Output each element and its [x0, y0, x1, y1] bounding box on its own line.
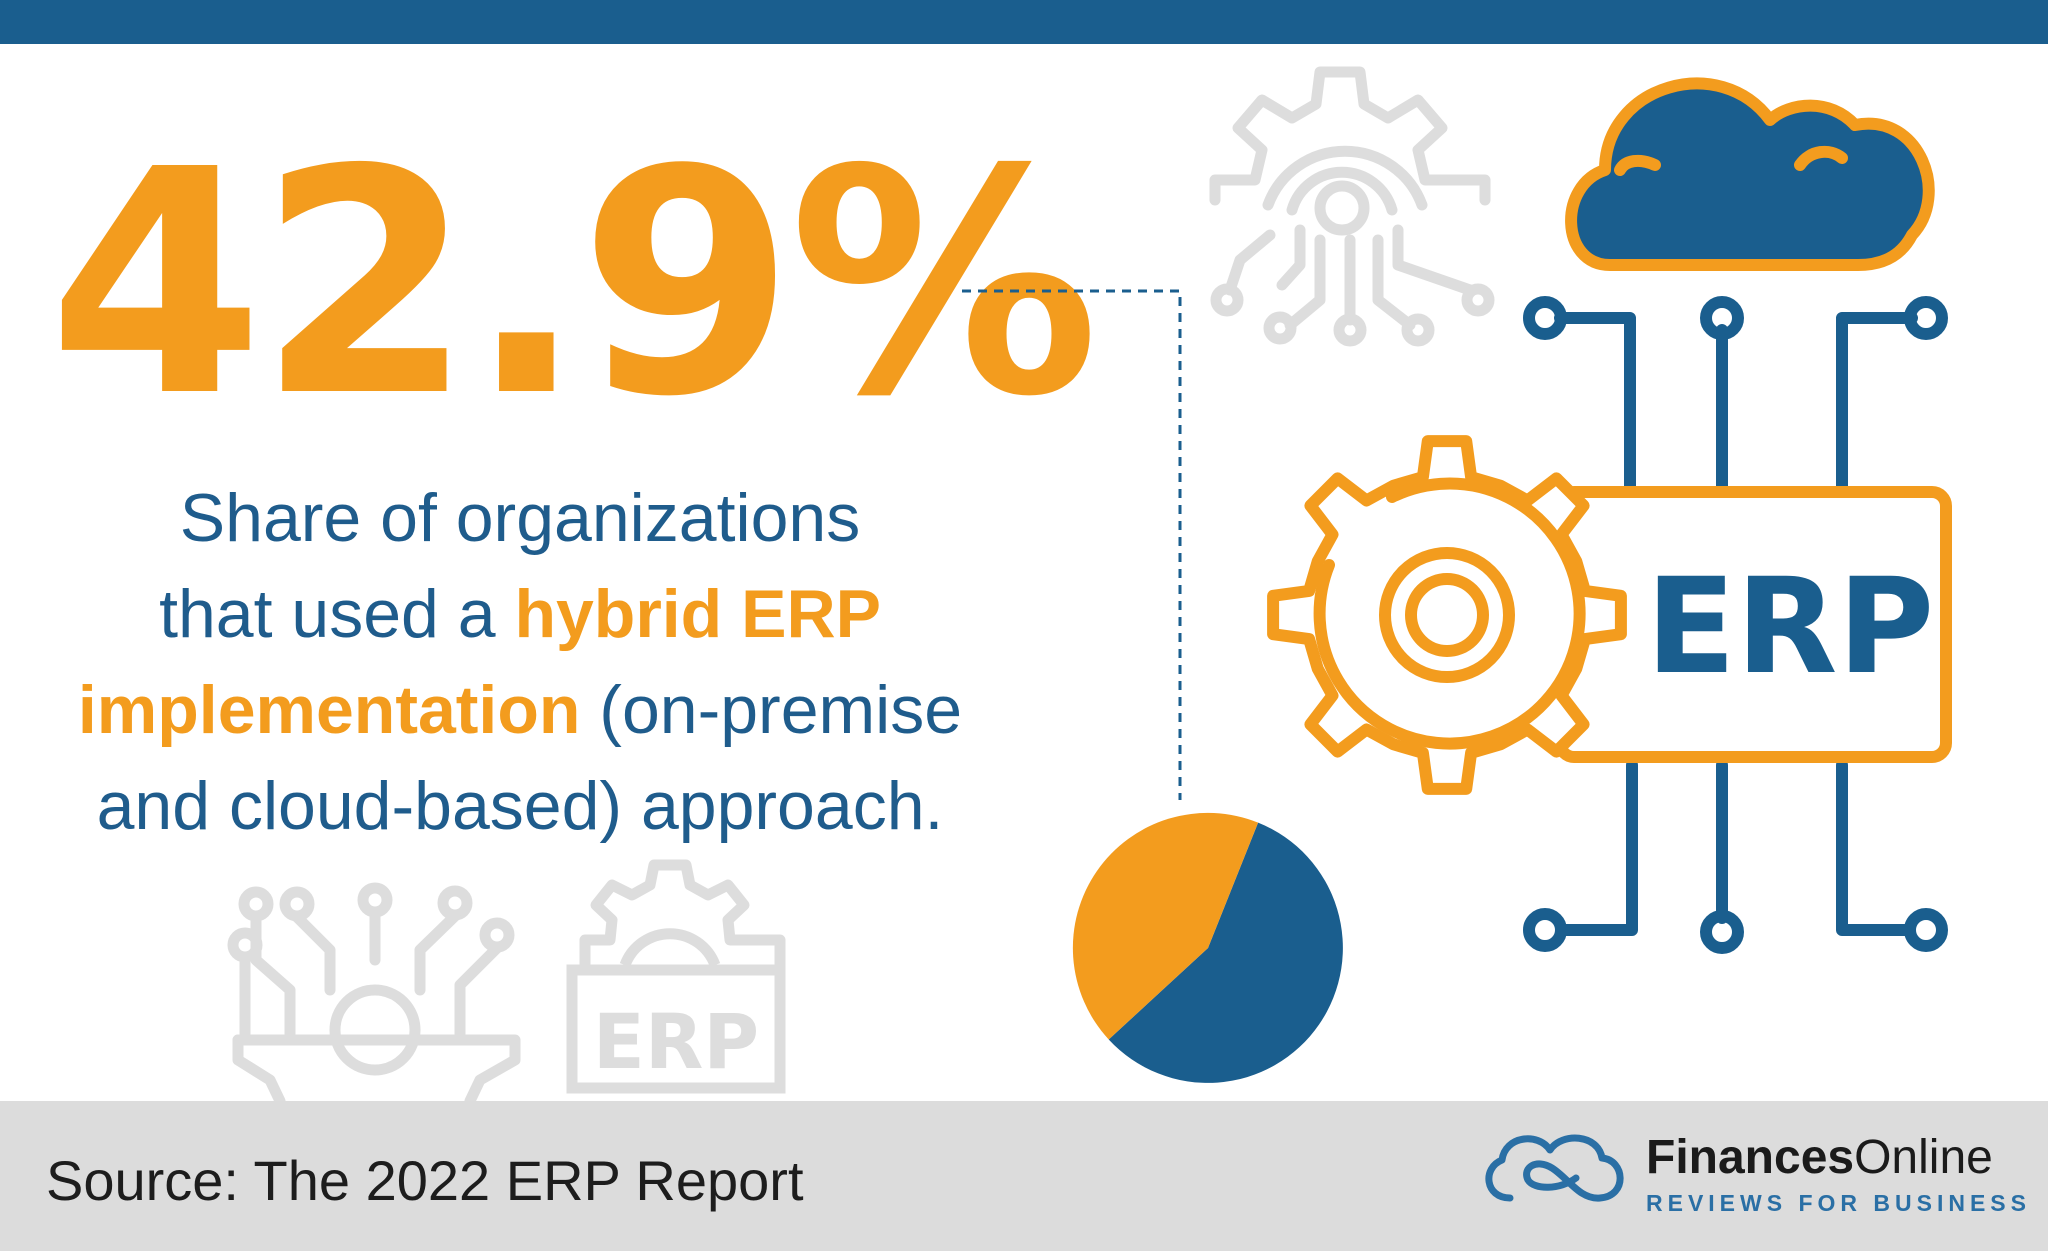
cloud-icon — [1565, 77, 1935, 271]
description-line-2-text: that used a — [159, 576, 515, 652]
description-highlight-implementation: implementation — [77, 672, 581, 748]
description-line-4: and cloud-based) approach. — [96, 768, 944, 844]
brand-name-regular: Online — [1854, 1131, 1993, 1184]
illustration-layer: ERP ERP — [227, 66, 1952, 1101]
gear-circuit-icon — [1209, 66, 1495, 347]
description-line-1: Share of organizations — [179, 480, 861, 556]
brand-name-bold: Finances — [1646, 1131, 1855, 1184]
source-text: Source: The 2022 ERP Report — [46, 1149, 804, 1212]
pie-slice-hybrid — [1072, 812, 1259, 1040]
headline-stat: 42.9% — [48, 104, 1099, 465]
stat-description: Share of organizations that used a hybri… — [20, 470, 1020, 854]
description-line-2: that used a hybrid ERP — [20, 566, 1020, 662]
financesonline-logo-icon — [1485, 1134, 1624, 1202]
pie-slice-other — [1108, 822, 1343, 1083]
brand-tagline: REVIEWS FOR BUSINESS — [1646, 1190, 2031, 1216]
pie-chart-icon — [1072, 812, 1343, 1083]
faded-erp-label: ERP — [593, 997, 759, 1086]
description-line-3: implementation (on-premise — [20, 662, 1020, 758]
faded-erp-gear-icon: ERP — [566, 859, 786, 1094]
description-line-3-text: (on-premise — [580, 672, 963, 748]
erp-icon-label: ERP — [1646, 550, 1935, 704]
dashed-leader-line — [962, 289, 1182, 800]
erp-circuit-icon: ERP — [1523, 296, 1952, 954]
gear-icon — [1267, 435, 1627, 795]
top-bar — [0, 0, 2048, 44]
brand-name: FinancesOnline — [1646, 1130, 1993, 1185]
footer-bar — [0, 1101, 2048, 1251]
description-highlight-hybrid: hybrid ERP — [514, 576, 881, 652]
faded-circuit-gear-icon — [227, 882, 521, 1101]
